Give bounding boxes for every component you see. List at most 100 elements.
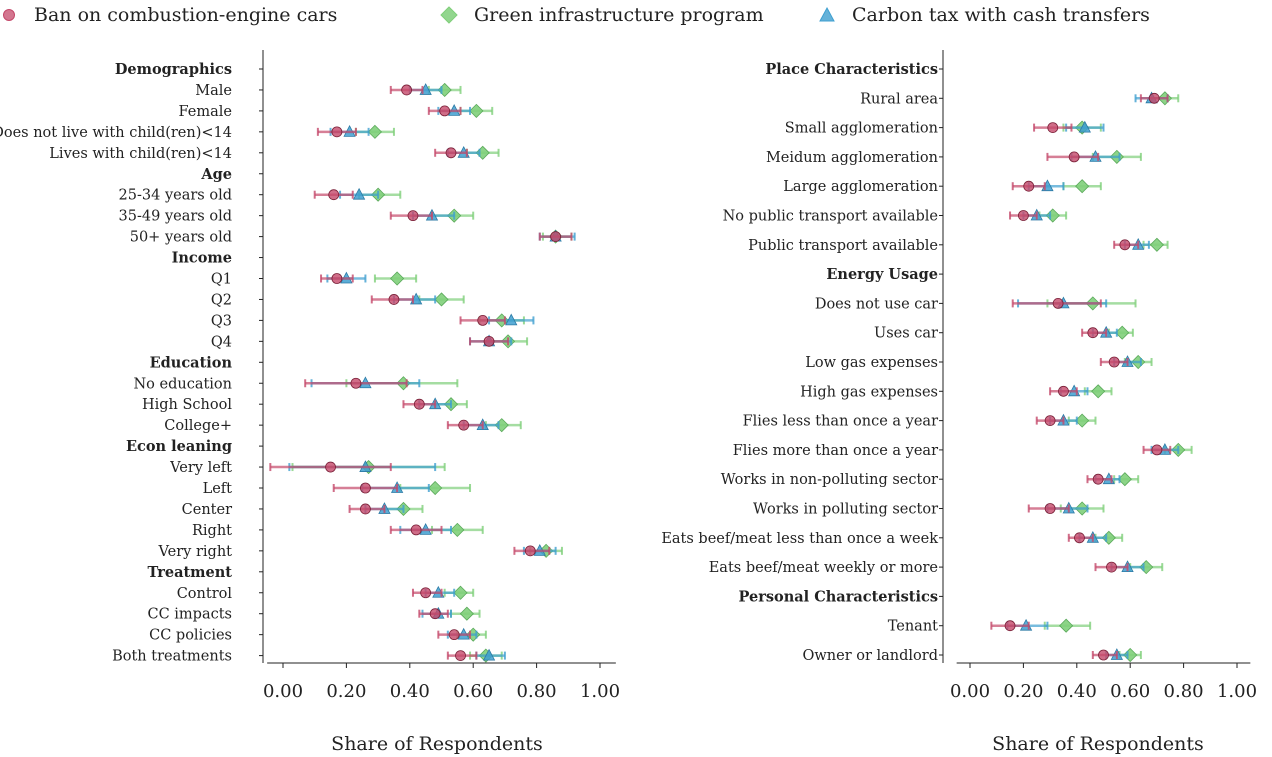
group-header-label: Place Characteristics bbox=[765, 61, 938, 78]
point-ban bbox=[455, 650, 466, 661]
row-label: CC impacts bbox=[147, 607, 232, 623]
row-label: No public transport available bbox=[723, 209, 938, 225]
point-green bbox=[1117, 472, 1132, 487]
group-header-label: Income bbox=[172, 250, 232, 267]
x-tick-label: 0.80 bbox=[1164, 681, 1204, 702]
row-label: Very left bbox=[169, 460, 232, 476]
row-label: Large agglomeration bbox=[783, 179, 938, 195]
point-ban bbox=[1074, 532, 1085, 544]
point-tax bbox=[505, 313, 518, 326]
x-tick-label: 1.00 bbox=[1217, 681, 1257, 702]
x-axis-title: Share of Respondents bbox=[331, 733, 543, 755]
row-label: Flies more than once a year bbox=[733, 443, 938, 459]
point-ban bbox=[328, 189, 340, 201]
row-label: Q2 bbox=[211, 292, 232, 308]
row-label: Both treatments bbox=[112, 649, 232, 665]
row-label: 25-34 years old bbox=[119, 188, 232, 204]
point-ban bbox=[445, 147, 457, 159]
group-header-label: Personal Characteristics bbox=[739, 588, 938, 605]
row-label: Works in polluting sector bbox=[753, 502, 938, 518]
point-ban bbox=[388, 294, 400, 305]
legend-label-tax: Carbon tax with cash transfers bbox=[852, 4, 1150, 26]
point-ban bbox=[360, 482, 371, 494]
row-label: Center bbox=[182, 502, 232, 518]
point-green bbox=[1149, 237, 1164, 252]
group-header-label: Energy Usage bbox=[826, 266, 938, 283]
x-tick-label: 0.40 bbox=[1057, 681, 1097, 702]
point-ban bbox=[350, 377, 362, 389]
row-label: College+ bbox=[164, 418, 232, 434]
point-green bbox=[390, 271, 405, 286]
point-green bbox=[1075, 179, 1090, 194]
x-tick-label: 0.40 bbox=[390, 681, 430, 702]
point-ban bbox=[439, 105, 451, 117]
x-tick-label: 0.80 bbox=[517, 681, 557, 702]
row-label: CC policies bbox=[149, 628, 232, 644]
point-ban bbox=[483, 335, 495, 347]
point-ban bbox=[477, 314, 489, 326]
group-header-label: Econ leaning bbox=[126, 438, 232, 455]
point-green bbox=[453, 585, 468, 600]
legend-label-green: Green infrastructure program bbox=[474, 4, 764, 26]
point-ban bbox=[1119, 239, 1131, 251]
row-label: Control bbox=[177, 586, 233, 602]
point-ban bbox=[1058, 385, 1069, 397]
point-green bbox=[459, 606, 474, 621]
row-label: Female bbox=[179, 104, 232, 120]
row-label: Tenant bbox=[888, 619, 938, 635]
triangle-icon bbox=[819, 6, 835, 22]
group-header-label: Age bbox=[200, 166, 232, 183]
row-label: Q4 bbox=[211, 334, 232, 350]
point-green bbox=[469, 103, 484, 118]
point-ban bbox=[1151, 444, 1163, 456]
row-label: Flies less than once a year bbox=[743, 414, 938, 430]
row-label: Lives with child(ren)<14 bbox=[49, 146, 232, 162]
row-label: Uses car bbox=[874, 326, 938, 342]
point-ban bbox=[331, 273, 343, 284]
point-ban bbox=[413, 398, 425, 410]
x-tick-label: 0.20 bbox=[1003, 681, 1043, 702]
point-ban bbox=[458, 419, 470, 431]
point-ban bbox=[1052, 297, 1064, 309]
row-label: Low gas expenses bbox=[805, 355, 938, 371]
chart-panel-left: 0.00 0.20 0.40 0.60 0.80 1.00 Share of Respond… bbox=[0, 50, 620, 755]
point-ban bbox=[1044, 503, 1056, 514]
point-ban bbox=[1106, 561, 1117, 573]
point-ban bbox=[407, 210, 419, 222]
point-ban bbox=[331, 126, 343, 138]
point-green bbox=[1091, 384, 1106, 399]
legend: Ban on combustion-engine cars Green infr… bbox=[0, 0, 1272, 36]
row-label: Eats beef/meat weekly or more bbox=[709, 560, 938, 576]
row-label: Owner or landlord bbox=[802, 648, 938, 664]
diamond-icon bbox=[440, 6, 458, 24]
row-label: High gas expenses bbox=[800, 384, 938, 400]
row-label: Eats beef/meat less than once a week bbox=[661, 531, 938, 547]
point-green bbox=[1059, 618, 1074, 633]
point-green bbox=[1075, 413, 1090, 428]
point-ban bbox=[1092, 473, 1104, 485]
row-label: Very right bbox=[158, 544, 233, 560]
x-tick-label: 0.60 bbox=[453, 681, 493, 702]
point-green bbox=[434, 292, 449, 307]
point-green bbox=[367, 124, 382, 139]
x-tick-label: 1.00 bbox=[580, 681, 620, 702]
row-label: Public transport available bbox=[748, 238, 938, 254]
point-ban bbox=[401, 84, 413, 96]
row-label: No education bbox=[133, 376, 232, 392]
point-ban bbox=[1004, 620, 1016, 632]
point-ban bbox=[360, 503, 371, 515]
x-tick-label: 0.00 bbox=[950, 681, 990, 702]
point-ban bbox=[524, 545, 536, 557]
row-label: Rural area bbox=[860, 91, 938, 107]
x-tick-label: 0.20 bbox=[326, 681, 366, 702]
point-ban bbox=[1023, 180, 1035, 192]
point-ban bbox=[325, 461, 336, 473]
point-tax bbox=[1078, 120, 1091, 133]
point-ban bbox=[1044, 415, 1056, 427]
point-ban bbox=[420, 587, 432, 599]
point-green bbox=[428, 480, 443, 496]
point-ban bbox=[1148, 92, 1160, 104]
point-tax bbox=[482, 648, 496, 661]
group-header-label: Demographics bbox=[115, 61, 232, 78]
point-ban bbox=[1087, 327, 1099, 339]
